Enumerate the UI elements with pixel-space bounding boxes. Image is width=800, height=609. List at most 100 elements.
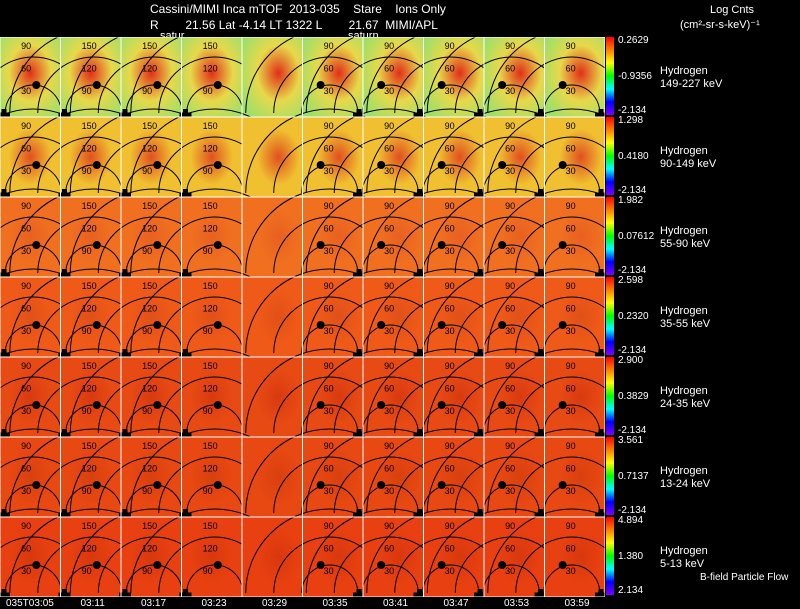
saturn-marker <box>377 481 386 489</box>
contour-label: 150 <box>142 201 157 211</box>
contour-label: 60 <box>505 543 515 553</box>
contour-label: 60 <box>21 143 31 153</box>
contour-line <box>301 244 359 274</box>
contour-label: 90 <box>505 281 515 291</box>
saturn-marker <box>437 561 446 569</box>
contour-label: 60 <box>384 143 394 153</box>
contour-label: 90 <box>566 441 576 451</box>
contour-label: 90 <box>142 326 152 336</box>
contour-line <box>515 296 605 354</box>
contour-label: 120 <box>142 543 157 553</box>
row-label: Hydrogen 5-13 keV <box>660 545 708 571</box>
image-cell: 90 60 30 <box>305 37 475 121</box>
contour-label: 60 <box>324 223 334 233</box>
contour-line <box>482 84 540 114</box>
energy-label: 55-90 keV <box>660 238 711 250</box>
image-cell: 90 60 30 <box>305 348 475 441</box>
contour-label: 60 <box>566 63 576 73</box>
contour-line <box>543 404 601 434</box>
contour-label: 150 <box>203 201 218 211</box>
saturn-marker <box>92 481 101 489</box>
contour-line <box>301 484 359 514</box>
contour-label: 30 <box>445 246 455 256</box>
saturn-marker <box>437 241 446 249</box>
saturn-marker <box>92 561 101 569</box>
cell-background <box>242 437 303 517</box>
contour-label: 60 <box>384 303 394 313</box>
contour-label: 90 <box>142 86 152 96</box>
cell-background <box>423 197 484 277</box>
plot-title: Cassini/MIMI Inca mTOF 2013-035 Stare Io… <box>150 2 446 16</box>
contour-label: 90 <box>142 486 152 496</box>
contour-label: 60 <box>566 143 576 153</box>
image-cell <box>242 517 303 597</box>
contour-label: 90 <box>384 41 394 51</box>
contour-label: 60 <box>324 463 334 473</box>
contour-line <box>515 136 605 194</box>
cell-background <box>544 517 605 597</box>
contour-label: 90 <box>82 566 92 576</box>
image-grid: 90 60 30 150 120 90 150 120 90 150 120 90 90 60 30 90 60… <box>0 37 605 597</box>
saturn-marker <box>32 161 41 169</box>
saturn-marker <box>377 241 386 249</box>
contour-label: 60 <box>21 63 31 73</box>
saturn-marker <box>32 321 41 329</box>
image-cell: 150 120 90 <box>130 188 300 281</box>
saturn-marker <box>377 401 386 409</box>
cell-background <box>363 37 424 117</box>
contour-label: 60 <box>505 463 515 473</box>
contour-label: 30 <box>505 566 515 576</box>
saturn-marker <box>32 241 41 249</box>
colorbar-max: 2.900 <box>618 355 644 366</box>
cell-background <box>484 37 545 117</box>
contour-label: 30 <box>566 86 576 96</box>
image-cell: 90 60 30 <box>245 188 415 281</box>
saturn-marker <box>153 161 162 169</box>
cell-background <box>302 37 363 117</box>
contour-label: 30 <box>21 486 31 496</box>
contour-label: 150 <box>203 521 218 531</box>
saturn-marker <box>213 161 222 169</box>
saturn-marker <box>498 81 507 89</box>
contour-label: 150 <box>203 41 218 51</box>
contour-label: 30 <box>21 86 31 96</box>
saturn-marker <box>92 241 101 249</box>
contour-label: 120 <box>142 223 157 233</box>
contour-label: 120 <box>203 63 218 73</box>
contour-label: 60 <box>21 463 31 473</box>
contour-line <box>301 324 359 354</box>
contour-line <box>482 244 540 274</box>
contour-label: 60 <box>324 143 334 153</box>
time-tick: 03:29 <box>262 598 288 609</box>
contour-label: 90 <box>142 166 152 176</box>
contour-line <box>515 216 605 274</box>
contour-label: 60 <box>384 543 394 553</box>
cell-background <box>181 437 242 517</box>
image-cell: 90 60 30 <box>245 348 415 441</box>
cell-background <box>242 357 303 437</box>
image-cell: 90 60 30 <box>305 428 475 521</box>
contour-label: 60 <box>505 383 515 393</box>
saturn-marker <box>32 81 41 89</box>
contour-label: 30 <box>505 326 515 336</box>
energy-label: 90-149 keV <box>660 158 717 170</box>
contour-label: 90 <box>203 246 213 256</box>
contour-label: 60 <box>21 543 31 553</box>
species-label: Hydrogen <box>660 65 708 77</box>
contour-line <box>543 244 601 274</box>
saturn-marker <box>153 241 162 249</box>
contour-line <box>487 37 538 114</box>
species-label: Hydrogen <box>660 225 708 237</box>
cell-background <box>181 117 242 197</box>
cell-background <box>181 37 242 117</box>
contour-label: 30 <box>505 246 515 256</box>
image-cell: 90 60 30 <box>366 37 536 121</box>
contour-label: 150 <box>82 361 97 371</box>
colorbar-min: -2.134 <box>618 425 647 436</box>
plot-subtitle: R 21.56 Lat -4.14 LT 1322 L 21.67 MIMI/A… <box>150 18 438 32</box>
contour-label: 150 <box>142 361 157 371</box>
contour-label: 120 <box>203 543 218 553</box>
contour-line <box>361 164 419 194</box>
contour-line <box>301 564 359 594</box>
image-cell: 90 60 30 <box>245 37 415 121</box>
